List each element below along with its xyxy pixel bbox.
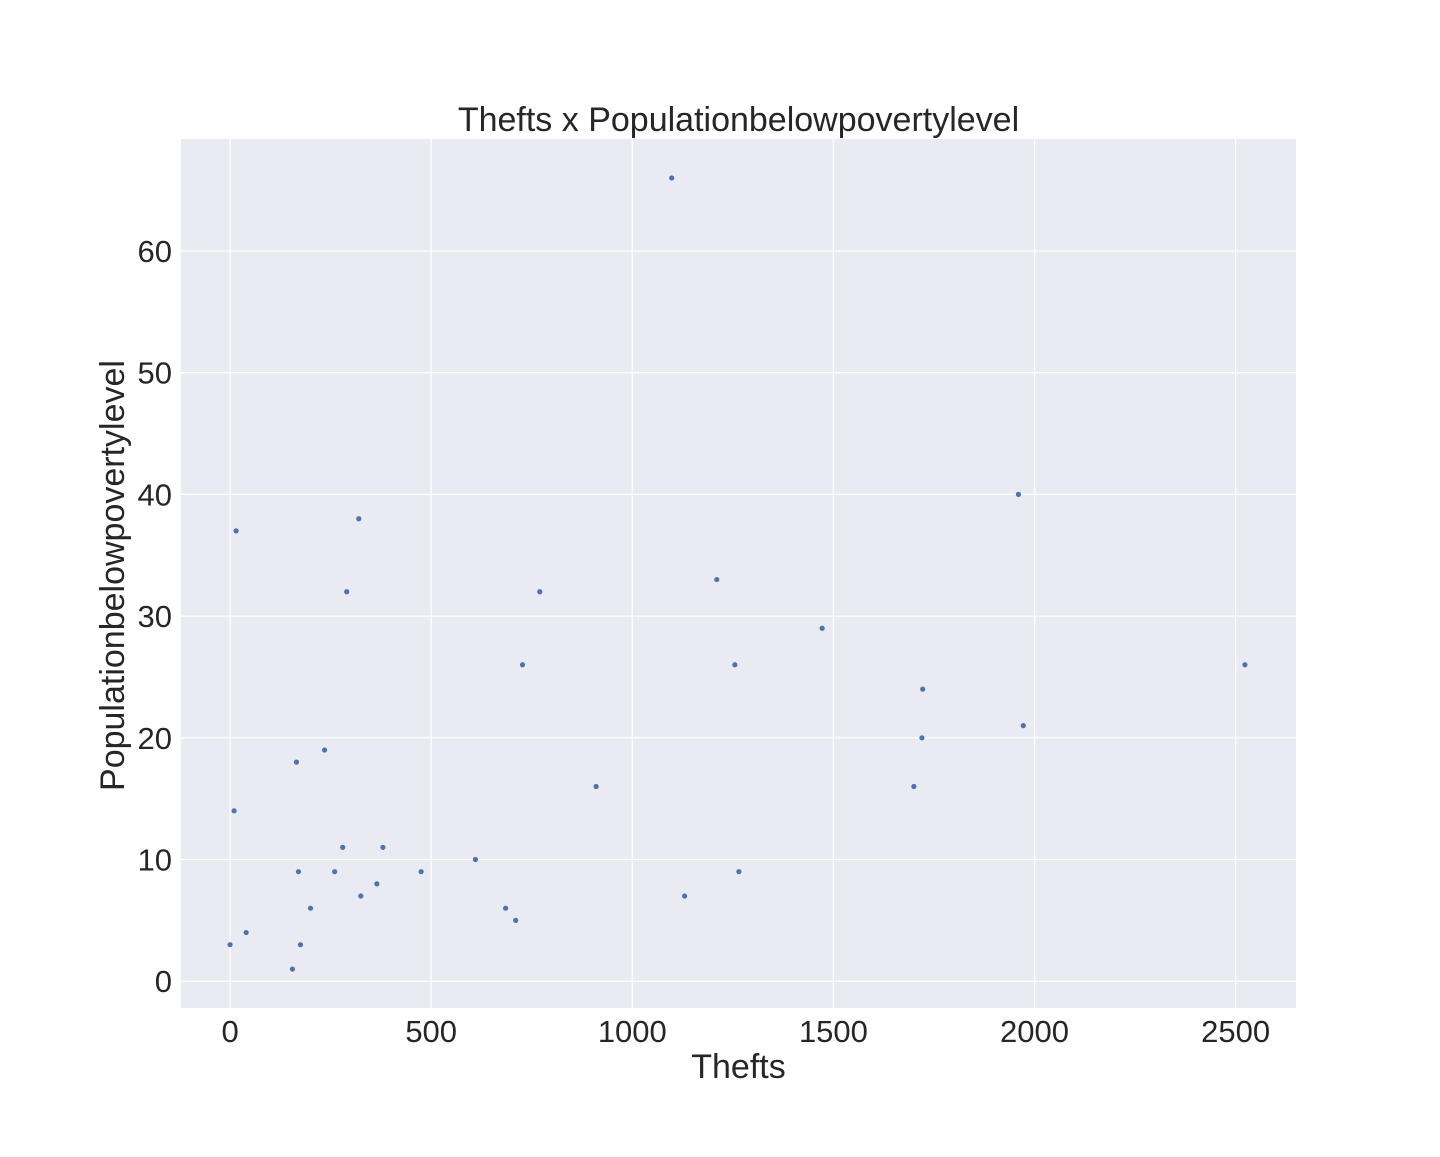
data-point	[332, 869, 338, 875]
y-axis-ticks: 0 10 20 30 40 50 60	[138, 234, 172, 999]
data-point	[1242, 662, 1248, 668]
data-point	[374, 881, 380, 887]
data-point	[593, 783, 599, 790]
data-point	[321, 747, 328, 753]
x-tick-label: 500	[405, 1014, 457, 1049]
data-point	[911, 783, 917, 790]
chart-title: Thefts x Populationbelowpovertylevel	[458, 101, 1019, 139]
data-point	[714, 576, 720, 583]
x-tick-label: 1000	[598, 1014, 667, 1049]
data-point	[519, 662, 526, 668]
x-tick-label: 0	[221, 1014, 238, 1049]
data-point	[227, 942, 233, 948]
data-point	[418, 869, 424, 875]
data-point	[295, 869, 302, 875]
data-points	[227, 175, 1248, 972]
y-tick-label: 20	[138, 721, 172, 756]
x-axis-label: Thefts	[691, 1048, 785, 1086]
y-tick-label: 30	[138, 599, 172, 634]
data-point	[513, 917, 519, 923]
data-point	[289, 966, 296, 972]
data-point	[819, 625, 825, 631]
data-point	[340, 844, 346, 850]
data-point	[472, 856, 479, 863]
y-tick-label: 10	[138, 843, 172, 878]
y-tick-label: 0	[155, 964, 172, 999]
data-point	[307, 905, 314, 911]
data-point	[503, 905, 509, 911]
data-point	[344, 589, 350, 595]
data-point	[682, 893, 688, 899]
data-point	[293, 759, 300, 765]
data-point	[920, 686, 926, 692]
x-tick-label: 2000	[1000, 1014, 1069, 1049]
x-tick-label: 2500	[1201, 1014, 1270, 1049]
data-point	[358, 893, 364, 899]
y-tick-label: 60	[138, 234, 172, 269]
data-point	[356, 516, 362, 522]
y-tick-label: 40	[138, 477, 172, 512]
x-axis-ticks: 0 500 1000 1500 2000 2500	[221, 1014, 1270, 1049]
data-point	[231, 808, 237, 814]
y-axis-label: Populationbelowpovertylevel	[94, 360, 132, 791]
data-point	[537, 589, 543, 595]
x-tick-label: 1500	[799, 1014, 868, 1049]
data-point	[736, 869, 742, 875]
data-point	[669, 175, 675, 181]
plot-area	[181, 139, 1296, 1008]
data-point	[243, 929, 249, 936]
data-point	[1015, 491, 1022, 497]
data-point	[919, 735, 925, 741]
data-point	[297, 942, 304, 948]
data-point	[732, 662, 738, 668]
data-point	[233, 528, 239, 534]
y-tick-label: 50	[138, 356, 172, 391]
grid-lines	[181, 139, 1296, 1008]
data-point	[1020, 723, 1026, 729]
data-point	[380, 844, 386, 850]
